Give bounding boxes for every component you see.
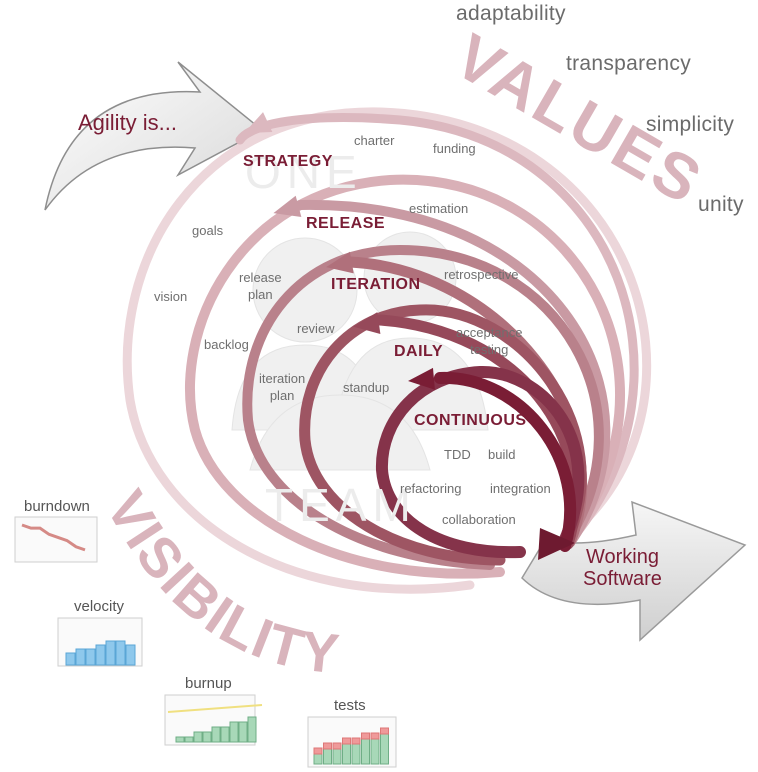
chart-bar <box>323 748 332 765</box>
activity-integration: integration <box>490 481 551 496</box>
spiral-arc <box>434 371 577 552</box>
final-arrowhead <box>538 528 575 560</box>
activity-review: review <box>297 321 335 336</box>
chart-bar <box>125 644 136 666</box>
agility-intro: Agility is... <box>78 110 178 135</box>
level-iteration: ITERATION <box>331 276 421 293</box>
chart-bar <box>184 736 194 743</box>
activity-acceptance-testing: acceptance testing <box>456 325 523 357</box>
level-daily: DAILY <box>394 343 444 360</box>
spiral-arrowhead <box>326 251 354 274</box>
chart-bar <box>370 738 380 765</box>
chart-bar <box>220 726 230 743</box>
value-simplicity: simplicity <box>646 113 735 136</box>
chart-bar <box>342 743 351 765</box>
chart-bar <box>202 731 212 743</box>
activity-retrospective: retrospective <box>444 267 519 282</box>
chart-bar <box>75 648 86 666</box>
working-software-label: Working Software <box>583 546 662 590</box>
activity-build: build <box>488 447 516 462</box>
burndown-chart <box>14 516 98 563</box>
chart-bar <box>175 736 185 743</box>
value-adaptability: adaptability <box>456 2 566 25</box>
activity-tdd: TDD <box>444 447 471 462</box>
activity-vision: vision <box>154 289 188 304</box>
ghost-team: TEAM <box>265 479 417 531</box>
spiral-arc <box>122 107 652 594</box>
spiral-arc <box>235 113 639 540</box>
chart-bar <box>247 716 257 743</box>
chart-bar <box>351 743 361 765</box>
spiral-arrowhead <box>244 112 273 134</box>
activity-refactoring: refactoring <box>400 481 462 496</box>
level-strategy: STRATEGY <box>243 153 333 170</box>
chart-bar <box>361 738 370 765</box>
agility-arrow <box>44 61 264 211</box>
chart-bar <box>105 640 116 666</box>
activity-iteration-plan: iteration plan <box>259 371 306 403</box>
value-unity: unity <box>698 193 744 216</box>
chart-bar <box>193 731 203 743</box>
burnup-chart <box>164 694 263 746</box>
level-release: RELEASE <box>306 215 386 232</box>
chart-bar <box>115 640 126 666</box>
tests-chart <box>307 716 397 768</box>
chart-bar <box>380 733 389 765</box>
chart-bar-fail <box>370 732 380 740</box>
chart-bar-fail <box>323 742 332 750</box>
spiral-arrowhead <box>353 312 381 334</box>
activity-backlog: backlog <box>204 337 249 352</box>
chart-bar <box>332 748 342 765</box>
metric-velocity-label: velocity <box>74 598 125 615</box>
spiral-arc <box>185 174 625 579</box>
level-continuous: CONTINUOUS <box>414 412 527 429</box>
chart-bar-fail <box>351 737 361 745</box>
chart-bar-fail <box>380 727 389 735</box>
chart-bar <box>229 721 239 743</box>
chart-bar <box>313 753 323 765</box>
value-transparency: transparency <box>566 52 691 75</box>
spiral-arc <box>375 365 585 559</box>
chart-bar-fail <box>342 737 351 745</box>
activity-funding: funding <box>433 141 476 156</box>
chart-bar <box>211 726 221 743</box>
chart-bar <box>85 648 96 666</box>
activity-collaboration: collaboration <box>442 512 516 527</box>
metric-burnup-label: burnup <box>185 675 232 692</box>
chart-bar-fail <box>313 747 323 755</box>
chart-bar-fail <box>361 732 370 740</box>
ghost-one: ONE <box>245 146 363 198</box>
activity-estimation: estimation <box>409 201 469 216</box>
chart-bar <box>238 721 248 743</box>
chart-bar <box>95 644 106 666</box>
chart-bar-fail <box>332 742 342 750</box>
activity-release-plan: release plan <box>239 270 282 302</box>
activity-goals: goals <box>192 223 224 238</box>
spiral-arrowhead <box>273 195 302 218</box>
activity-standup: standup <box>343 380 390 395</box>
velocity-chart <box>57 617 143 667</box>
metric-burndown-label: burndown <box>24 498 90 515</box>
spiral-arrowhead <box>408 367 435 390</box>
metric-tests-label: tests <box>334 697 366 714</box>
spiral-arc <box>242 244 604 570</box>
activity-charter: charter <box>354 133 395 148</box>
spiral-arc <box>299 304 587 566</box>
chart-bar <box>65 652 76 666</box>
spiral-arc <box>295 199 611 545</box>
